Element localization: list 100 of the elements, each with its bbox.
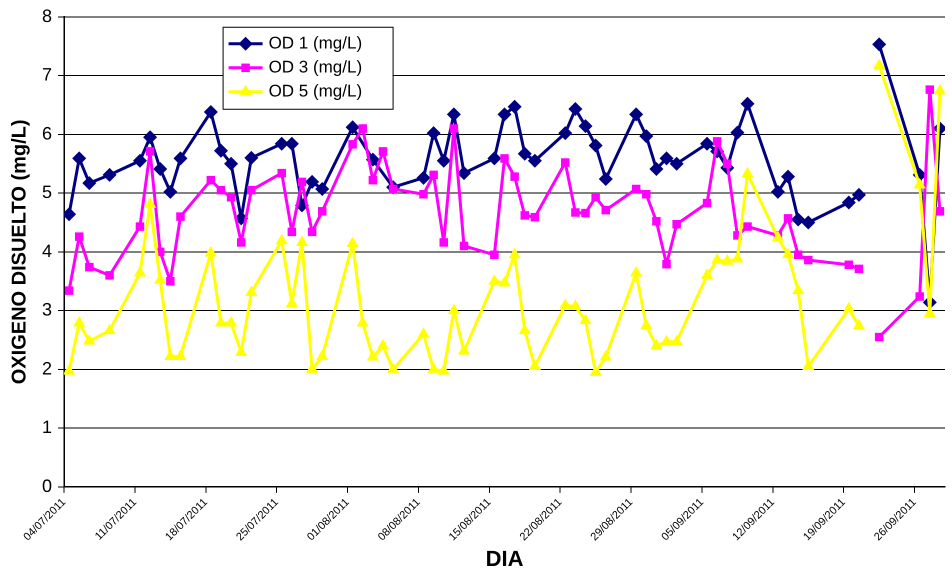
point — [723, 159, 732, 168]
point — [214, 144, 228, 158]
point — [244, 150, 258, 165]
point — [308, 228, 316, 236]
point — [450, 124, 458, 133]
point — [801, 215, 816, 230]
point — [743, 222, 752, 231]
point — [874, 332, 884, 342]
point — [305, 174, 320, 189]
point — [782, 248, 794, 258]
point — [284, 136, 299, 151]
point — [225, 316, 238, 326]
point — [144, 197, 156, 208]
point — [498, 107, 512, 122]
point — [712, 137, 722, 146]
point — [356, 316, 369, 326]
point — [702, 198, 712, 208]
point — [378, 147, 388, 156]
point — [740, 96, 755, 111]
point — [528, 359, 541, 370]
point — [591, 192, 600, 202]
y-tick-label: 5 — [42, 182, 52, 202]
point — [146, 147, 154, 156]
point — [224, 156, 238, 171]
point — [174, 349, 187, 360]
point — [602, 206, 610, 214]
point — [660, 334, 673, 346]
point — [854, 264, 864, 274]
point — [173, 151, 188, 166]
point — [711, 253, 724, 264]
point — [298, 178, 306, 186]
point — [163, 184, 178, 199]
point — [639, 129, 654, 144]
point — [166, 276, 175, 286]
point — [781, 170, 796, 184]
point — [498, 276, 511, 287]
point — [288, 228, 296, 236]
point — [844, 260, 854, 270]
point — [852, 188, 866, 202]
point — [804, 256, 813, 264]
point — [640, 318, 652, 330]
legend-label: OD 5 (mg/L) — [268, 81, 362, 100]
point — [438, 364, 450, 375]
point — [74, 232, 84, 241]
point — [245, 285, 258, 296]
point — [315, 182, 330, 196]
point — [296, 235, 308, 246]
point — [700, 136, 714, 151]
point — [792, 284, 804, 294]
point — [82, 176, 96, 190]
point — [660, 151, 674, 166]
point — [136, 222, 144, 231]
point — [508, 248, 521, 258]
point — [926, 85, 934, 94]
point — [214, 316, 228, 326]
point — [518, 146, 532, 161]
point — [581, 208, 590, 218]
point — [376, 338, 390, 350]
point — [528, 154, 542, 168]
point — [85, 262, 94, 272]
point — [316, 349, 328, 360]
point — [730, 126, 744, 140]
point — [670, 334, 683, 346]
y-tick-label: 0 — [42, 476, 52, 496]
point — [429, 170, 438, 180]
point — [842, 195, 856, 210]
point — [652, 217, 661, 226]
point — [598, 172, 613, 186]
point — [417, 327, 430, 338]
point — [64, 364, 76, 375]
point — [794, 250, 802, 260]
point — [105, 271, 114, 280]
point — [571, 208, 580, 217]
point — [428, 362, 440, 373]
point — [579, 314, 592, 324]
point — [649, 162, 664, 176]
point — [600, 350, 612, 361]
point — [226, 192, 236, 202]
point — [72, 151, 86, 166]
point — [176, 212, 185, 221]
point — [569, 300, 582, 310]
legend-label: OD 1 (mg/L) — [268, 33, 362, 52]
point — [348, 140, 357, 149]
point — [490, 250, 499, 260]
point — [842, 302, 855, 312]
point — [588, 138, 603, 152]
point — [247, 186, 256, 194]
point — [164, 349, 176, 360]
point — [510, 172, 519, 181]
point — [318, 207, 326, 216]
point — [426, 126, 441, 140]
point — [446, 107, 461, 122]
point — [488, 274, 500, 285]
point — [358, 124, 367, 133]
point — [73, 316, 86, 326]
point — [440, 238, 448, 247]
point — [530, 212, 540, 222]
point — [346, 120, 360, 134]
point — [662, 260, 671, 268]
point — [368, 176, 378, 184]
